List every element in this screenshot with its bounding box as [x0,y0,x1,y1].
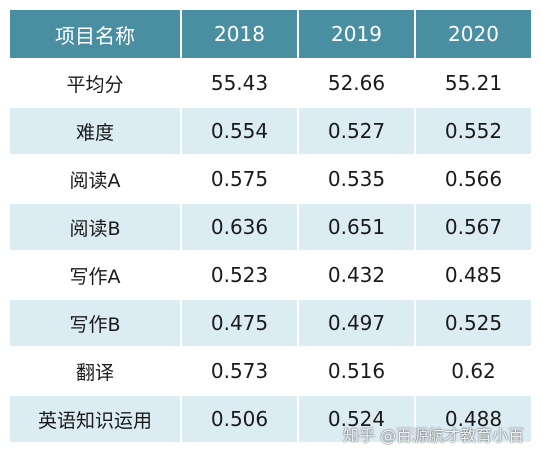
table-cell: 0.506 [182,396,297,442]
header-row: 项目名称 2018 2019 2020 [10,10,531,58]
table-row: 平均分 55.43 52.66 55.21 [10,60,531,106]
score-table: 项目名称 2018 2019 2020 平均分 55.43 52.66 55.2… [8,8,533,444]
table-cell: 0.525 [416,300,531,346]
table-cell: 55.21 [416,60,531,106]
header-cell-item-name: 项目名称 [10,10,180,58]
table-cell: 0.523 [182,252,297,298]
table-cell: 0.497 [299,300,414,346]
table-cell: 0.62 [416,348,531,394]
header-cell-2018: 2018 [182,10,297,58]
table-row: 翻译 0.573 0.516 0.62 [10,348,531,394]
table-cell: 0.535 [299,156,414,202]
table-cell: 0.554 [182,108,297,154]
table-cell: 0.567 [416,204,531,250]
header-cell-2020: 2020 [416,10,531,58]
table-row: 写作A 0.523 0.432 0.485 [10,252,531,298]
row-label: 翻译 [10,348,180,394]
table-cell: 52.66 [299,60,414,106]
table-cell: 0.575 [182,156,297,202]
table-container: 项目名称 2018 2019 2020 平均分 55.43 52.66 55.2… [8,8,533,444]
table-row: 写作B 0.475 0.497 0.525 [10,300,531,346]
table-row: 英语知识运用 0.506 0.524 0.488 [10,396,531,442]
table-cell: 0.552 [416,108,531,154]
table-cell: 0.573 [182,348,297,394]
table-cell: 0.524 [299,396,414,442]
table-cell: 0.475 [182,300,297,346]
row-label: 写作B [10,300,180,346]
row-label: 平均分 [10,60,180,106]
table-cell: 0.485 [416,252,531,298]
table-cell: 0.516 [299,348,414,394]
table-row: 难度 0.554 0.527 0.552 [10,108,531,154]
header-cell-2019: 2019 [299,10,414,58]
row-label: 英语知识运用 [10,396,180,442]
row-label: 写作A [10,252,180,298]
row-label: 难度 [10,108,180,154]
table-cell: 0.527 [299,108,414,154]
row-label: 阅读A [10,156,180,202]
table-row: 阅读A 0.575 0.535 0.566 [10,156,531,202]
table-cell: 0.432 [299,252,414,298]
row-label: 阅读B [10,204,180,250]
table-cell: 55.43 [182,60,297,106]
table-cell: 0.566 [416,156,531,202]
table-cell: 0.488 [416,396,531,442]
table-cell: 0.651 [299,204,414,250]
table-row: 阅读B 0.636 0.651 0.567 [10,204,531,250]
table-cell: 0.636 [182,204,297,250]
watermark-text: 知乎 @百源航才教育小百 [343,426,525,445]
